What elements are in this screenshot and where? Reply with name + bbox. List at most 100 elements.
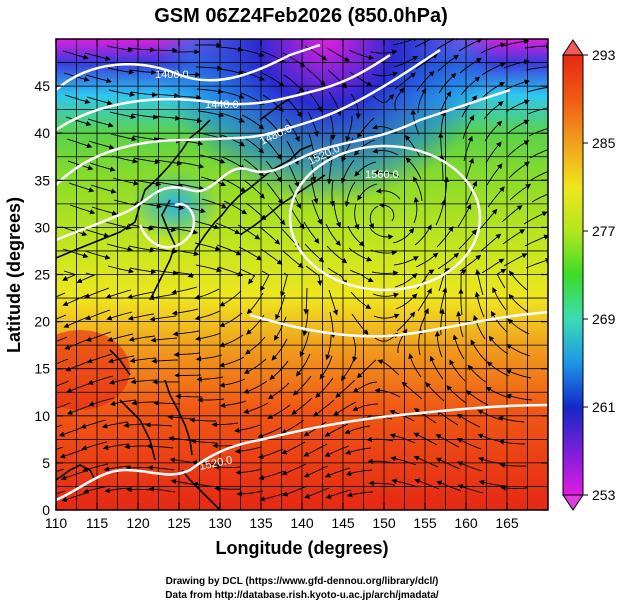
streamline	[199, 154, 226, 164]
streamline	[527, 105, 548, 115]
y-tick-label: 45	[34, 78, 50, 94]
streamline	[377, 359, 400, 376]
streamline	[349, 71, 373, 87]
streamline	[503, 59, 530, 69]
streamline	[370, 49, 398, 55]
streamline	[219, 400, 247, 409]
streamline	[490, 310, 508, 333]
streamline	[289, 206, 305, 230]
height-contours	[56, 43, 548, 502]
streamline	[178, 183, 206, 192]
streamline	[56, 358, 69, 365]
streamline	[486, 361, 510, 377]
y-axis: 0 5 10 15 20 25 30 35 40 45	[34, 78, 548, 518]
streamline	[146, 443, 174, 449]
streamline	[353, 139, 376, 156]
streamline	[275, 294, 286, 320]
streamline	[194, 242, 221, 251]
streamline	[281, 463, 307, 476]
x-tick-label: 140	[290, 515, 314, 531]
colorbar-max-arrow	[562, 39, 584, 56]
streamline	[333, 201, 341, 228]
streamline	[481, 62, 506, 76]
streamline	[465, 180, 478, 206]
streamline	[264, 138, 282, 160]
streamline	[197, 397, 225, 403]
y-tick-label: 20	[34, 314, 50, 330]
streamline	[509, 183, 532, 201]
streamline	[311, 199, 323, 225]
streamline	[282, 52, 306, 68]
streamline	[303, 443, 328, 457]
streamline	[257, 448, 284, 460]
streamline	[480, 42, 506, 54]
streamline	[531, 193, 548, 203]
streamline	[196, 376, 224, 383]
y-tick-label: 15	[34, 361, 50, 377]
streamline	[174, 94, 202, 101]
streamline	[242, 136, 264, 154]
streamline	[214, 485, 242, 492]
colorbar-min-arrow	[562, 494, 584, 511]
streamline	[373, 313, 400, 319]
contour-label: 1400.0	[155, 69, 189, 81]
streamline	[246, 292, 264, 315]
streamline	[415, 252, 439, 268]
streamline	[462, 114, 475, 140]
colorbar-tick-label: 285	[592, 135, 616, 151]
colorbar-tick-label: 277	[592, 223, 616, 239]
streamline	[307, 111, 319, 137]
streamline	[456, 413, 481, 428]
x-tick-label: 155	[413, 515, 437, 531]
streamline	[197, 110, 225, 118]
streamline	[211, 421, 239, 428]
streamline	[413, 432, 438, 446]
streamline	[404, 134, 421, 158]
x-tick-label: 110	[45, 515, 68, 531]
streamline	[371, 71, 399, 77]
streamline	[171, 286, 198, 295]
streamline	[414, 39, 439, 48]
y-axis-label: Latitude (degrees)	[4, 197, 24, 353]
streamline	[269, 360, 289, 381]
streamline	[155, 159, 183, 166]
streamline	[372, 148, 399, 156]
streamline	[106, 243, 133, 252]
streamline	[86, 96, 113, 106]
streamline	[325, 334, 332, 361]
streamline	[304, 243, 325, 263]
streamline	[499, 462, 527, 468]
streamline	[350, 93, 361, 120]
streamline	[508, 161, 530, 179]
wind-streamlines	[56, 39, 548, 502]
colorbar-tick-label: 269	[592, 311, 616, 327]
streamline	[326, 47, 350, 62]
plot-area: 1400.0 1440.0 1480.0 1520.0 1560.0 1520.…	[56, 39, 548, 510]
streamline	[484, 120, 503, 142]
streamline	[414, 478, 440, 490]
streamline	[303, 221, 320, 244]
streamline	[401, 381, 423, 400]
streamline	[266, 182, 284, 205]
streamline	[236, 490, 264, 497]
streamline	[59, 448, 86, 459]
streamline	[222, 178, 247, 193]
streamline	[87, 375, 114, 385]
streamline	[438, 72, 457, 94]
streamline	[439, 308, 445, 336]
streamline	[151, 269, 179, 276]
streamline	[475, 269, 484, 296]
streamline	[195, 354, 223, 362]
streamline	[391, 478, 418, 488]
streamline	[505, 99, 530, 113]
streamline	[375, 188, 401, 200]
x-axis: 110 115 120 125 130 135 140 145 150 155 160 165	[45, 39, 519, 531]
streamline	[367, 458, 395, 465]
streamline	[456, 438, 482, 450]
streamline	[216, 244, 242, 256]
streamline	[285, 118, 300, 142]
streamline	[368, 205, 379, 230]
streamline	[109, 111, 137, 120]
streamline	[452, 334, 465, 360]
